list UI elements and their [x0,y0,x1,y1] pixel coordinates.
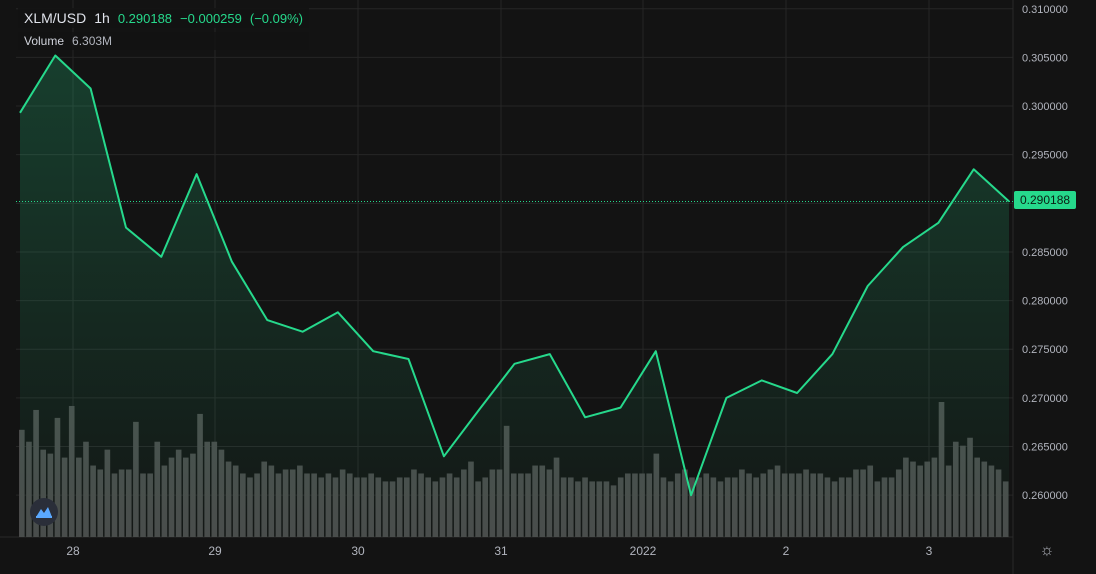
legend: XLM/USD 1h 0.290188 −0.000259 (−0.09%) V… [18,8,309,50]
interval-label[interactable]: 1h [94,10,110,26]
x-tick-label: 29 [208,544,222,558]
x-tick-label: 3 [926,544,933,558]
symbol-label[interactable]: XLM/USD [24,10,87,26]
y-tick-label: 0.285000 [1022,247,1068,259]
change-value: −0.000259 [180,10,242,26]
y-tick-label: 0.265000 [1022,442,1068,454]
volume-label[interactable]: Volume [24,34,65,48]
tradingview-logo-icon[interactable] [30,498,58,526]
y-tick-label: 0.280000 [1022,296,1068,308]
y-tick-label: 0.270000 [1022,393,1068,405]
x-tick-label: 28 [66,544,80,558]
x-tick-label: 2 [783,544,790,558]
x-tick-label: 2022 [630,544,657,558]
gear-icon[interactable]: ☼ [1039,542,1055,559]
volume-legend-row: Volume 6.303M [18,32,309,50]
symbol-legend-row: XLM/USD 1h 0.290188 −0.000259 (−0.09%) [18,8,309,28]
x-tick-label: 30 [351,544,365,558]
change-percent-value: (−0.09%) [249,10,303,26]
y-tick-label: 0.275000 [1022,344,1068,356]
y-tick-label: 0.300000 [1022,101,1068,113]
volume-value: 6.303M [72,34,113,48]
y-tick-label: 0.305000 [1022,52,1068,64]
price-area [20,55,1009,537]
last-price-tag: 0.290188 [1014,191,1077,209]
x-tick-label: 31 [494,544,508,558]
y-tick-label: 0.295000 [1022,150,1068,162]
y-tick-label: 0.260000 [1022,490,1068,502]
y-tick-label: 0.310000 [1022,4,1068,16]
last-price-value: 0.290188 [117,10,173,26]
